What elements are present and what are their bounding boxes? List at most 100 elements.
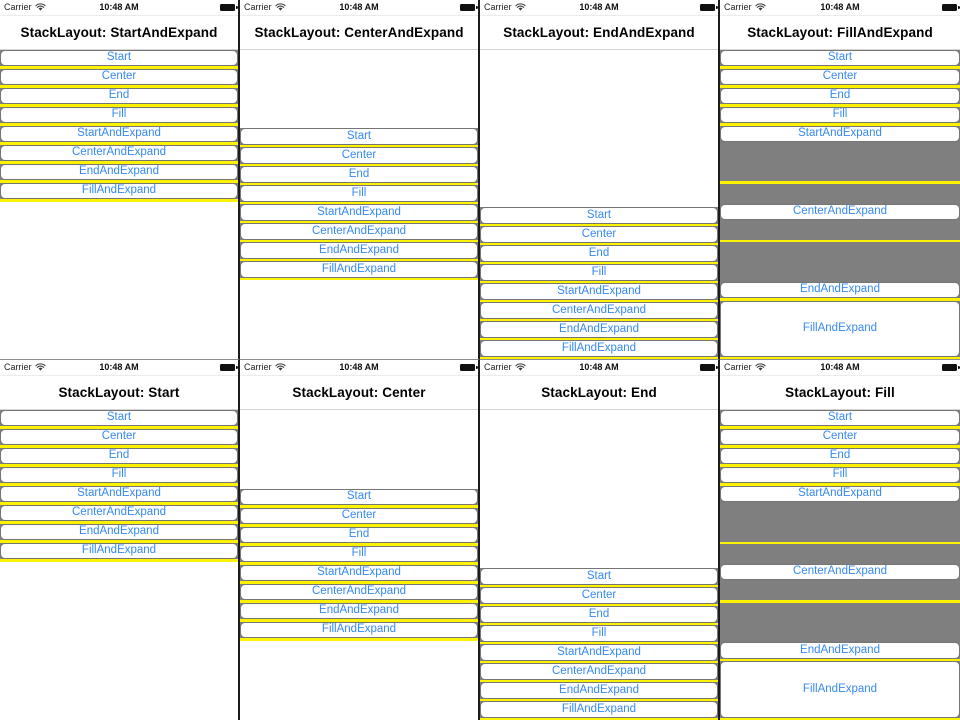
- layout-option-button-startandexpand[interactable]: StartAndExpand: [720, 125, 960, 142]
- layout-option-button-end[interactable]: End: [720, 447, 960, 464]
- layout-option-button-start[interactable]: Start: [720, 409, 960, 426]
- layout-option-button-centerandexpand[interactable]: CenterAndExpand: [240, 223, 478, 240]
- layout-option-button-center[interactable]: Center: [240, 147, 478, 164]
- layout-option-button-start[interactable]: Start: [0, 49, 238, 66]
- device-panel-startandexpand: Carrier 10:48 AM StackLayout: StartAndExpa…: [0, 0, 240, 360]
- status-bar: Carrier 10:48 AM: [480, 0, 718, 16]
- layout-option-button-endandexpand[interactable]: EndAndExpand: [240, 242, 478, 259]
- slot-fill-area: Start: [240, 488, 478, 506]
- layout-option-button-fill[interactable]: Fill: [0, 106, 238, 123]
- slot-fill-area: FillAndExpand: [480, 701, 718, 718]
- layout-option-button-endandexpand[interactable]: EndAndExpand: [0, 163, 238, 180]
- button-slot: FillAndExpand: [240, 261, 478, 281]
- layout-option-button-centerandexpand[interactable]: CenterAndExpand: [720, 563, 960, 581]
- slot-fill-area: Start: [240, 128, 478, 145]
- layout-option-button-center[interactable]: Center: [0, 428, 238, 445]
- button-slot: End: [0, 87, 238, 107]
- layout-option-button-centerandexpand[interactable]: CenterAndExpand: [240, 583, 478, 601]
- layout-option-button-centerandexpand[interactable]: CenterAndExpand: [720, 203, 960, 221]
- layout-area: Start Center End Fill StartAndExpand CenterAn…: [720, 409, 960, 720]
- layout-option-button-fill[interactable]: Fill: [480, 625, 718, 642]
- layout-option-button-end[interactable]: End: [0, 447, 238, 464]
- layout-option-button-fill[interactable]: Fill: [720, 106, 960, 123]
- button-slot: FillAndExpand: [480, 701, 718, 720]
- layout-option-button-endandexpand[interactable]: EndAndExpand: [480, 682, 718, 699]
- carrier-label: Carrier: [4, 362, 32, 373]
- button-slot: CenterAndExpand: [0, 144, 238, 164]
- layout-stack: Start Center End Fill StartAndExpand CenterAn…: [720, 409, 960, 720]
- layout-option-button-startandexpand[interactable]: StartAndExpand: [720, 485, 960, 502]
- layout-option-button-startandexpand[interactable]: StartAndExpand: [0, 125, 238, 142]
- layout-option-button-start[interactable]: Start: [0, 409, 238, 426]
- layout-option-button-center[interactable]: Center: [480, 226, 718, 243]
- layout-option-button-centerandexpand[interactable]: CenterAndExpand: [480, 663, 718, 680]
- slot-fill-area: StartAndExpand: [240, 564, 478, 582]
- layout-option-button-endandexpand[interactable]: EndAndExpand: [0, 523, 238, 540]
- layout-option-button-fillandexpand[interactable]: FillAndExpand: [480, 701, 718, 718]
- layout-option-button-centerandexpand[interactable]: CenterAndExpand: [480, 302, 718, 319]
- layout-option-button-fill[interactable]: Fill: [480, 264, 718, 281]
- layout-option-button-end[interactable]: End: [240, 526, 478, 544]
- layout-option-button-endandexpand[interactable]: EndAndExpand: [240, 602, 478, 620]
- slot-fill-area: End: [0, 447, 238, 464]
- button-slot: FillAndExpand: [720, 300, 960, 359]
- layout-option-button-start[interactable]: Start: [240, 488, 478, 506]
- layout-option-button-fill[interactable]: Fill: [0, 466, 238, 483]
- button-slot: EndAndExpand: [720, 242, 960, 301]
- layout-option-button-endandexpand[interactable]: EndAndExpand: [480, 321, 718, 338]
- layout-option-button-center[interactable]: Center: [720, 68, 960, 85]
- layout-option-button-endandexpand[interactable]: EndAndExpand: [720, 281, 960, 299]
- slot-fill-area: EndAndExpand: [480, 321, 718, 338]
- layout-option-button-startandexpand[interactable]: StartAndExpand: [480, 644, 718, 661]
- layout-option-button-startandexpand[interactable]: StartAndExpand: [480, 283, 718, 300]
- layout-option-button-start[interactable]: Start: [720, 49, 960, 66]
- layout-option-button-fillandexpand[interactable]: FillAndExpand: [0, 542, 238, 559]
- layout-option-button-fill[interactable]: Fill: [240, 545, 478, 563]
- layout-option-button-fillandexpand[interactable]: FillAndExpand: [720, 661, 960, 718]
- layout-option-button-start[interactable]: Start: [480, 207, 718, 224]
- slot-fill-area: Start: [0, 409, 238, 426]
- layout-option-button-startandexpand[interactable]: StartAndExpand: [0, 485, 238, 502]
- layout-option-button-start[interactable]: Start: [240, 128, 478, 145]
- button-slot: Center: [0, 68, 238, 88]
- button-slot: End: [240, 166, 478, 186]
- layout-option-button-fill[interactable]: Fill: [720, 466, 960, 483]
- layout-option-button-end[interactable]: End: [720, 87, 960, 104]
- layout-option-button-start[interactable]: Start: [480, 568, 718, 585]
- layout-option-button-startandexpand[interactable]: StartAndExpand: [240, 564, 478, 582]
- layout-option-button-fillandexpand[interactable]: FillAndExpand: [720, 300, 960, 357]
- layout-option-button-endandexpand[interactable]: EndAndExpand: [720, 642, 960, 659]
- button-slot: Fill: [0, 466, 238, 486]
- layout-stack: Start Center End Fill StartAndExpand CenterAn…: [480, 207, 718, 359]
- layout-option-button-centerandexpand[interactable]: CenterAndExpand: [0, 504, 238, 521]
- layout-option-button-fill[interactable]: Fill: [240, 185, 478, 202]
- layout-option-button-startandexpand[interactable]: StartAndExpand: [240, 204, 478, 221]
- layout-area: Start Center End Fill StartAndExpand CenterAn…: [480, 49, 718, 359]
- layout-area: Start Center End Fill StartAndExpand CenterAn…: [0, 49, 238, 359]
- carrier-label: Carrier: [244, 2, 272, 13]
- button-slot: Center: [480, 587, 718, 606]
- layout-option-button-end[interactable]: End: [240, 166, 478, 183]
- layout-option-button-fillandexpand[interactable]: FillAndExpand: [0, 182, 238, 199]
- button-slot: StartAndExpand: [0, 485, 238, 505]
- layout-option-button-fillandexpand[interactable]: FillAndExpand: [480, 340, 718, 357]
- slot-fill-area: Fill: [0, 106, 238, 123]
- layout-option-button-center[interactable]: Center: [240, 507, 478, 525]
- layout-option-button-fillandexpand[interactable]: FillAndExpand: [240, 261, 478, 278]
- slot-fill-area: StartAndExpand: [0, 125, 238, 142]
- battery-icon: [942, 4, 960, 11]
- layout-option-button-end[interactable]: End: [480, 606, 718, 623]
- layout-option-button-end[interactable]: End: [480, 245, 718, 262]
- slot-fill-area: Start: [720, 409, 960, 426]
- layout-option-button-center[interactable]: Center: [720, 428, 960, 445]
- slot-fill-area: EndAndExpand: [0, 163, 238, 180]
- button-slot: End: [720, 87, 960, 107]
- layout-option-button-center[interactable]: Center: [480, 587, 718, 604]
- layout-option-button-centerandexpand[interactable]: CenterAndExpand: [0, 144, 238, 161]
- slot-fill-area: FillAndExpand: [720, 661, 960, 718]
- page-title: StackLayout: Fill: [720, 375, 960, 410]
- layout-option-button-fillandexpand[interactable]: FillAndExpand: [240, 621, 478, 639]
- layout-option-button-end[interactable]: End: [0, 87, 238, 104]
- layout-option-button-center[interactable]: Center: [0, 68, 238, 85]
- button-slot: EndAndExpand: [480, 321, 718, 340]
